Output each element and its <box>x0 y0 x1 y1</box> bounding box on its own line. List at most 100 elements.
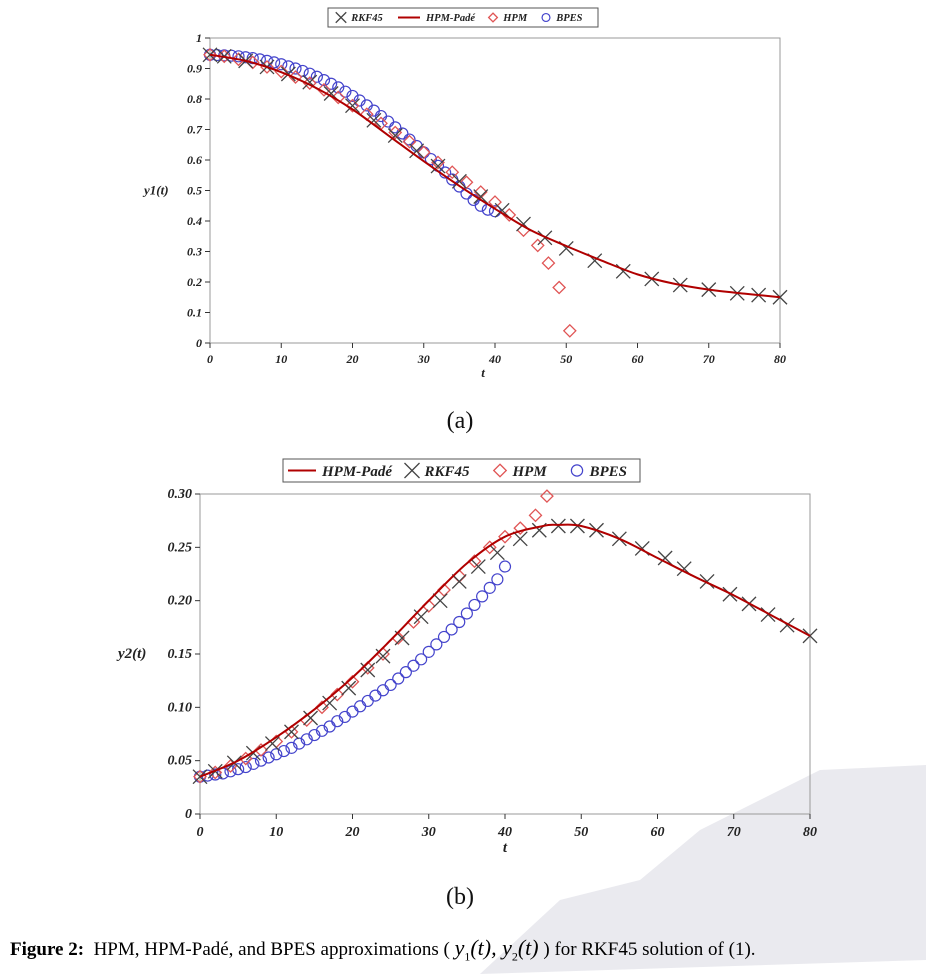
y-axis-label: y1(t) <box>142 183 169 198</box>
y-tick-label: 0.3 <box>187 245 202 259</box>
x-tick-label: 20 <box>346 352 359 366</box>
data-point-bpes <box>262 751 275 764</box>
data-point-hpm <box>208 765 223 780</box>
y-tick-label: 0.05 <box>168 754 193 769</box>
data-point-rkf45 <box>413 609 429 625</box>
legend-entry-hpm: HPM <box>492 463 547 480</box>
data-point-bpes <box>315 724 329 737</box>
y-tick-label: 0.2 <box>187 275 202 289</box>
x-axis-label: t <box>481 365 485 380</box>
legend-label: BPES <box>555 13 582 24</box>
data-point-bpes <box>417 146 430 159</box>
data-point-bpes <box>332 81 345 94</box>
data-point-rkf45 <box>366 112 382 128</box>
data-point-hpm <box>274 64 289 79</box>
data-point-hpm <box>288 70 303 84</box>
data-point-hpm <box>562 323 577 338</box>
data-point-hpm <box>452 569 467 584</box>
data-point-bpes <box>209 768 222 781</box>
data-point-bpes <box>275 58 288 71</box>
data-point-hpm <box>541 256 556 271</box>
data-point-rkf45 <box>489 545 505 561</box>
data-point-rkf45 <box>387 128 403 144</box>
data-point-bpes <box>289 62 302 75</box>
caption-math: y1(t), y2(t) <box>454 935 539 964</box>
series-line-hpm-pad- <box>199 523 811 778</box>
data-point-bpes <box>285 741 298 754</box>
data-point-bpes <box>346 89 359 103</box>
x-tick-label: 10 <box>275 352 287 366</box>
series-hpm-pad- <box>209 53 781 299</box>
data-point-hpm <box>223 759 238 773</box>
legend-swatch <box>570 464 584 477</box>
data-point-bpes <box>296 64 309 78</box>
y-tick-label: 0.7 <box>187 123 203 137</box>
x-tick-label: 0 <box>197 825 204 840</box>
data-point-bpes <box>389 121 402 134</box>
data-point-bpes <box>367 104 380 117</box>
caption-suffix: ) for RKF45 solution of (1). <box>543 939 756 960</box>
data-point-hpm <box>459 175 474 190</box>
data-point-rkf45 <box>802 628 818 644</box>
x-tick-label: 30 <box>417 352 430 366</box>
data-point-rkf45 <box>451 173 467 189</box>
data-point-bpes <box>361 694 374 708</box>
data-point-bpes <box>403 133 416 146</box>
data-point-rkf45 <box>430 158 446 174</box>
legend-label: HPM <box>502 13 528 24</box>
legend-entry-hpm-pad-: HPM-Padé <box>288 464 393 480</box>
legend-swatch <box>487 12 499 23</box>
data-point-hpm <box>445 165 460 180</box>
data-point-bpes <box>339 85 352 98</box>
data-point-bpes <box>303 67 316 80</box>
data-point-bpes <box>468 598 481 612</box>
data-point-hpm <box>402 134 417 149</box>
data-point-bpes <box>232 50 245 63</box>
data-point-bpes <box>369 689 382 702</box>
data-point-rkf45 <box>699 574 715 589</box>
legend-swatch <box>541 12 551 23</box>
data-point-bpes <box>293 737 306 750</box>
data-point-rkf45 <box>470 559 486 574</box>
data-point-hpm <box>376 647 390 661</box>
data-point-rkf45 <box>303 710 319 726</box>
series-rkf45 <box>192 518 818 785</box>
legend-box <box>327 7 599 28</box>
x-tick-label: 70 <box>703 352 715 366</box>
data-point-bpes <box>346 705 359 718</box>
legend-box <box>282 458 641 483</box>
series-line-hpm-pad- <box>209 53 781 299</box>
legend-swatch <box>492 463 508 478</box>
legend-entry-rkf45: RKF45 <box>404 462 470 480</box>
data-point-bpes <box>277 744 290 758</box>
data-point-bpes <box>476 590 489 603</box>
chart-y2: 0 0.05 0.10 0.15 0.20 0.25 0.30 0 10 20 30 40 50 60 70… <box>116 458 818 856</box>
x-tick-label: 60 <box>651 825 665 840</box>
data-point-bpes <box>430 638 443 651</box>
data-point-rkf45 <box>345 98 360 114</box>
y-tick-label: 0.1 <box>187 306 202 320</box>
x-tick-label: 70 <box>727 825 741 840</box>
x-tick-label: 50 <box>560 352 572 366</box>
x-tick-label: 10 <box>269 825 283 840</box>
data-point-hpm <box>552 280 567 295</box>
data-point-bpes <box>407 659 420 672</box>
legend-entry-hpm-pad-: HPM-Padé <box>398 13 475 24</box>
data-point-hpm <box>330 687 345 702</box>
y-tick-label: 0.8 <box>187 92 202 106</box>
x-tick-label: 40 <box>488 352 501 366</box>
chart-y1: 00.10.20.30.40.50.60.70.80.910 10 20 30 40 50… <box>142 7 788 380</box>
series-bpes <box>193 560 512 783</box>
data-point-bpes <box>437 630 451 644</box>
legend-swatch <box>404 462 420 479</box>
data-point-rkf45 <box>657 550 673 566</box>
legend-entry-rkf45: RKF45 <box>335 11 383 24</box>
data-point-rkf45 <box>341 680 357 696</box>
series-hpm <box>203 47 577 338</box>
data-point-hpm <box>254 743 268 757</box>
y-tick-label: 0.5 <box>187 184 202 198</box>
y-tick-label: 0.25 <box>168 540 193 555</box>
data-point-bpes <box>422 645 435 658</box>
data-point-bpes <box>374 109 388 123</box>
subfigure-label-b: (b) <box>446 884 474 910</box>
